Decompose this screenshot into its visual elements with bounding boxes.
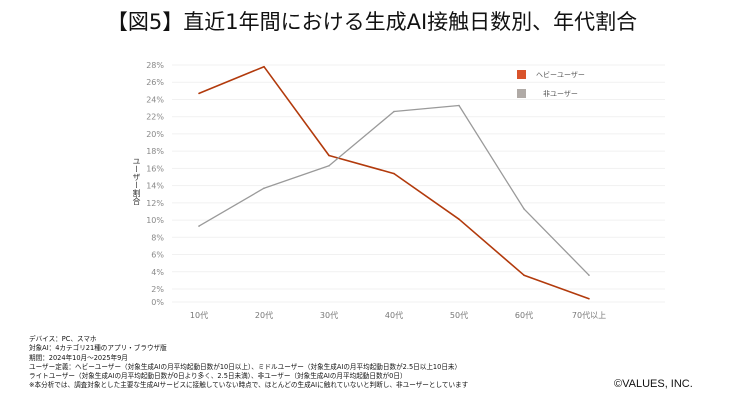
legend-label: ヘビーユーザー xyxy=(536,70,585,79)
gridlines xyxy=(172,64,665,303)
y-tick-label: 24% xyxy=(146,95,164,104)
data-point xyxy=(263,65,265,68)
data-point xyxy=(328,154,330,157)
data-point xyxy=(328,165,330,167)
legend-swatch xyxy=(517,70,526,79)
y-tick-label: 6% xyxy=(151,251,164,260)
y-tick-label: 8% xyxy=(151,233,164,242)
y-tick-label: 18% xyxy=(146,147,164,156)
y-tick-label: 26% xyxy=(146,78,164,87)
data-point xyxy=(458,218,460,221)
x-tick-label: 30代 xyxy=(320,310,338,320)
x-tick-label: 50代 xyxy=(450,310,468,320)
note-target-ai: 対象AI：4カテゴリ21種のアプリ・ブラウザ版 xyxy=(29,344,167,353)
x-tick-label: 20代 xyxy=(255,310,273,320)
copyright: ©VALUES, INC. xyxy=(614,378,693,390)
data-point xyxy=(393,172,395,175)
y-tick-label: 2% xyxy=(151,285,164,294)
data-point xyxy=(198,92,200,95)
data-point xyxy=(523,274,525,277)
y-tick-label: 4% xyxy=(151,268,164,277)
note-device: デバイス：PC、スマホ xyxy=(29,335,97,343)
data-point xyxy=(588,297,590,300)
note-period: 期間：2024年10月～2025年9月 xyxy=(29,353,128,362)
y-tick-label: 28% xyxy=(146,61,164,70)
data-point xyxy=(523,208,525,210)
data-point xyxy=(393,110,395,113)
x-tick-label: 10代 xyxy=(190,310,208,320)
series-line-non-user xyxy=(198,104,590,276)
data-point xyxy=(588,274,590,277)
legend-label: 非ユーザー xyxy=(543,89,578,98)
legend-swatch xyxy=(517,89,526,98)
data-point xyxy=(263,187,265,189)
chart-title: 【図5】直近1年間における生成AI接触日数別、年代割合 xyxy=(106,10,638,34)
y-tick-label: 12% xyxy=(146,199,164,208)
note-analysis: ※本分析では、調査対象とした主要な生成AIサービスに接触していない時点で、ほとん… xyxy=(29,381,469,390)
note-user-definition: ユーザー定義：ヘビーユーザー（対象生成AIの月平均起動日数が10日以上）、ミドル… xyxy=(29,362,462,371)
x-tick-label: 40代 xyxy=(385,310,403,320)
y-axis-label: ユーザー割合 xyxy=(132,157,141,205)
y-tick-label: 0% xyxy=(151,298,164,307)
y-tick-label: 10% xyxy=(146,216,164,225)
series-lines xyxy=(198,65,590,300)
y-tick-label: 16% xyxy=(146,164,164,173)
x-axis-ticks: 10代 20代 30代 40代 50代 60代 70代以上 xyxy=(190,310,606,320)
y-tick-label: 20% xyxy=(146,130,164,139)
x-tick-label: 70代以上 xyxy=(572,310,606,320)
x-tick-label: 60代 xyxy=(515,310,533,320)
footnotes: デバイス：PC、スマホ 対象AI：4カテゴリ21種のアプリ・ブラウザ版 期間：2… xyxy=(29,335,468,391)
data-point xyxy=(458,104,460,107)
y-tick-label: 14% xyxy=(146,182,164,191)
series-line-heavy-user xyxy=(198,65,590,300)
data-point xyxy=(198,225,200,227)
note-user-definition-cont: ライトユーザー（対象生成AIの月平均起動日数が0日より多く、2.5日未満）、非ユ… xyxy=(29,372,407,381)
y-tick-label: 22% xyxy=(146,113,164,122)
y-axis-ticks: 0% 2% 4% 6% 8% 10% 12% 14% 16% 18% 20% 22% 24% 26% 28% xyxy=(146,61,164,307)
